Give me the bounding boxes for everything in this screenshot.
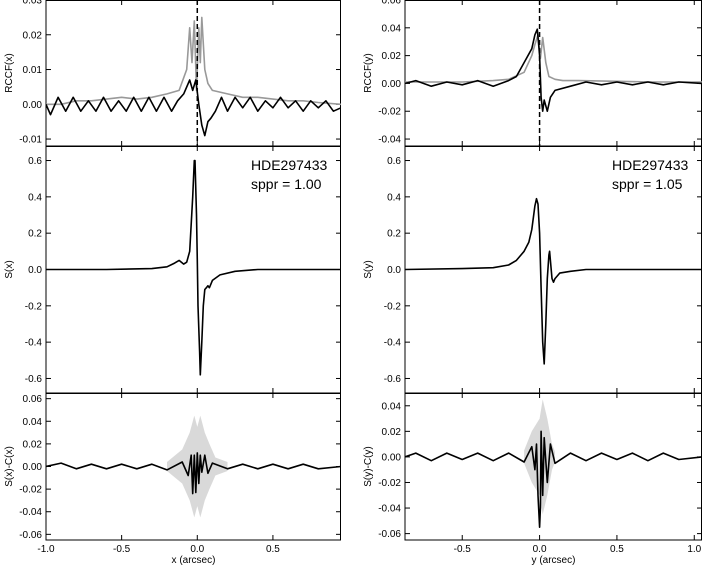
y-tick-label: -0.06 [378,529,401,540]
panel-frame [404,393,702,541]
panel-x-sx: -0.6 -0.4 -0.2 0.0 0.2 0.4 0.6 S(x) HDE297433 spp… [4,146,341,394]
y-tick-label: 0.03 [23,0,43,7]
y-tick-label: -0.02 [378,107,401,118]
y-tick-label: 0.04 [23,417,43,428]
uncertainty-band [524,399,555,515]
y-tick-label: 0.0 [28,265,42,276]
series-line-1 [46,16,341,106]
y-tick-label: 0.6 [387,156,401,167]
y-axis-label: S(y)-C(y) [363,446,374,487]
panel-x-rccf: -0.01 0.00 0.01 0.02 0.03 RCCF(x) [4,0,341,147]
x-tick-label: 1.0 [687,544,701,555]
y-tick-label: 0.04 [382,23,402,34]
y-tick-label: -0.04 [19,507,42,518]
y-tick-label: 0.00 [23,462,43,473]
y-tick-label: 0.4 [387,192,401,203]
annotation-line: HDE297433 [612,157,688,173]
x-axis-label: y (arcsec) [532,555,576,566]
y-tick-label: -0.6 [384,374,402,385]
y-tick-label: 0.2 [28,229,42,240]
x-tick-label: -0.5 [454,544,472,555]
series-line-1 [405,34,702,83]
panel-y-sy: -0.6 -0.4 -0.2 0.0 0.2 0.4 0.6 S(y) HDE297433 spp… [363,146,702,394]
plot-area [46,0,341,146]
y-tick-label: -0.6 [25,374,43,385]
y-tick-label: -0.01 [19,135,42,146]
y-tick-label: 0.06 [23,394,43,405]
y-tick-label: -0.4 [25,338,43,349]
x-axis-label: x (arcsec) [172,555,216,566]
y-tick-label: -0.02 [19,485,42,496]
y-tick-label: -0.02 [378,478,401,489]
y-tick-label: 0.02 [23,439,43,450]
y-tick-label: 0.00 [382,452,402,463]
panel-y-resid: -0.06 -0.04 -0.02 0.00 0.02 0.04 -0.5 0.0 0.5 1.0… [363,393,702,566]
plot-area [46,159,341,376]
series-line-2 [405,28,702,112]
plot-area [46,415,341,518]
annotation-line: sppr = 1.00 [251,176,322,192]
y-tick-label: 0.02 [382,51,402,62]
y-tick-label: 0.04 [382,401,402,412]
x-tick-label: 0.5 [266,544,280,555]
y-tick-label: 0.02 [382,427,402,438]
annotation-line: HDE297433 [251,157,327,173]
x-tick-label: -0.5 [113,544,131,555]
panel-frame [45,0,341,147]
series-line-1 [405,197,702,365]
y-tick-label: -0.04 [378,135,401,146]
series-line-1 [405,430,702,528]
annotation-line: sppr = 1.05 [612,176,683,192]
y-axis-label: S(y) [363,260,374,278]
y-tick-label: 0.00 [23,100,43,111]
panel-y-rccf: -0.04 -0.02 0.00 0.02 0.04 0.06 RCCF(y) [363,0,702,147]
y-axis-label: S(x) [4,260,15,278]
y-tick-label: 0.4 [28,192,42,203]
y-tick-label: 0.06 [382,0,402,7]
x-tick-label: -1.0 [37,544,55,555]
y-tick-label: 0.00 [382,79,402,90]
series-line-2 [46,79,341,137]
x-tick-label: 0.0 [190,544,204,555]
plot-area [405,197,702,365]
y-tick-label: 0.0 [387,265,401,276]
y-tick-label: -0.04 [378,504,401,515]
panel-frame [404,0,702,147]
y-tick-label: 0.2 [387,229,401,240]
y-axis-label: S(x)-C(x) [4,446,15,487]
y-tick-label: -0.4 [384,338,402,349]
plot-area [405,0,702,146]
y-tick-label: 0.6 [28,156,42,167]
x-tick-label: 0.5 [610,544,624,555]
y-tick-label: 0.02 [23,30,43,41]
y-axis-label: RCCF(y) [363,53,374,92]
series-line-1 [46,159,341,376]
y-tick-label: -0.2 [384,301,402,312]
y-tick-label: -0.06 [19,530,42,541]
panel-x-resid: -0.06 -0.04 -0.02 0.00 0.02 0.04 0.06 -1.0 -0.5 0… [4,393,341,566]
y-tick-label: -0.2 [25,301,43,312]
plot-area [405,399,702,528]
y-axis-label: RCCF(x) [4,53,15,92]
x-tick-label: 0.0 [533,544,547,555]
series-line-1 [46,452,341,495]
y-tick-label: 0.01 [23,65,43,76]
